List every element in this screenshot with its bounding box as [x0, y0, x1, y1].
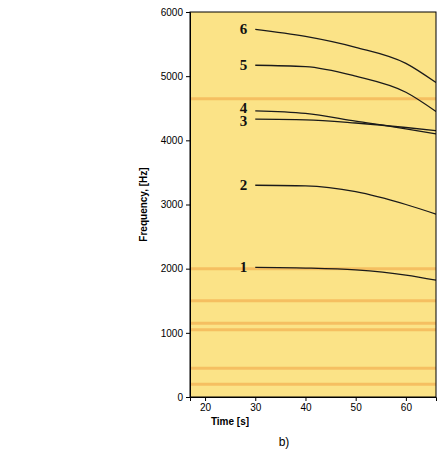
y-tick: 6000 — [161, 7, 190, 18]
band — [190, 328, 436, 331]
y-axis: 0 1000 2000 3000 4000 5000 6000 — [161, 7, 191, 403]
x-tick-label: 40 — [300, 402, 312, 413]
band — [190, 97, 436, 100]
x-tick: 30 — [250, 397, 262, 413]
x-tick-label: 50 — [351, 402, 363, 413]
curve — [255, 267, 436, 280]
x-tick-mark — [205, 397, 206, 401]
y-tick-label: 0 — [177, 392, 183, 403]
curve-label: 5 — [240, 57, 248, 73]
x-tick: 50 — [351, 397, 363, 413]
y-tick-mark — [186, 269, 190, 270]
curve — [255, 111, 436, 134]
x-tick-label: 60 — [401, 402, 413, 413]
y-tick-label: 1000 — [161, 328, 184, 339]
chart: 20 30 40 50 60 0 1000 2000 3000 4000 5000 6000 Time … — [0, 0, 442, 456]
curve-label: 1 — [240, 259, 248, 275]
y-tick: 1000 — [161, 328, 190, 339]
x-tick: 20 — [200, 397, 212, 413]
y-tick: 2000 — [161, 263, 190, 274]
plot-area — [190, 29, 436, 384]
y-tick-label: 6000 — [161, 7, 184, 18]
band — [190, 383, 436, 386]
y-tick-mark — [186, 397, 190, 398]
x-axis-line — [191, 398, 437, 402]
y-tick-mark — [186, 205, 190, 206]
y-axis-title: Frequency, [Hz] — [138, 167, 149, 241]
x-tick-label: 30 — [250, 402, 262, 413]
x-tick-label: 20 — [200, 402, 212, 413]
curve — [255, 29, 436, 82]
curve — [255, 65, 436, 111]
y-tick-label: 5000 — [161, 71, 184, 82]
x-axis: 20 30 40 50 60 — [191, 397, 437, 413]
y-tick: 3000 — [161, 199, 190, 210]
y-tick-mark — [186, 76, 190, 77]
x-tick-mark — [406, 397, 407, 401]
y-tick-mark — [186, 140, 190, 141]
x-tick-mark — [305, 397, 306, 401]
plot-background — [190, 12, 436, 397]
curve-label: 4 — [240, 100, 248, 116]
y-tick: 5000 — [161, 71, 190, 82]
y-tick: 0 — [177, 392, 190, 403]
band — [190, 367, 436, 370]
x-tick: 40 — [300, 397, 312, 413]
y-tick-mark — [186, 333, 190, 334]
plot-frame — [190, 12, 436, 397]
x-tick: 60 — [401, 397, 413, 413]
y-tick-mark — [186, 12, 190, 13]
caption: b) — [279, 435, 290, 449]
curve-label: 6 — [240, 21, 248, 37]
curve — [255, 185, 436, 214]
y-tick-label: 4000 — [161, 135, 184, 146]
x-tick-mark — [356, 397, 357, 401]
x-tick-mark — [255, 397, 256, 401]
x-axis-title: Time [s] — [211, 416, 249, 427]
band — [190, 299, 436, 302]
band — [190, 322, 436, 325]
y-tick-label: 3000 — [161, 199, 184, 210]
y-tick: 4000 — [161, 135, 190, 146]
y-tick-label: 2000 — [161, 263, 184, 274]
curve-label: 2 — [240, 177, 248, 193]
y-axis-line — [186, 13, 191, 398]
